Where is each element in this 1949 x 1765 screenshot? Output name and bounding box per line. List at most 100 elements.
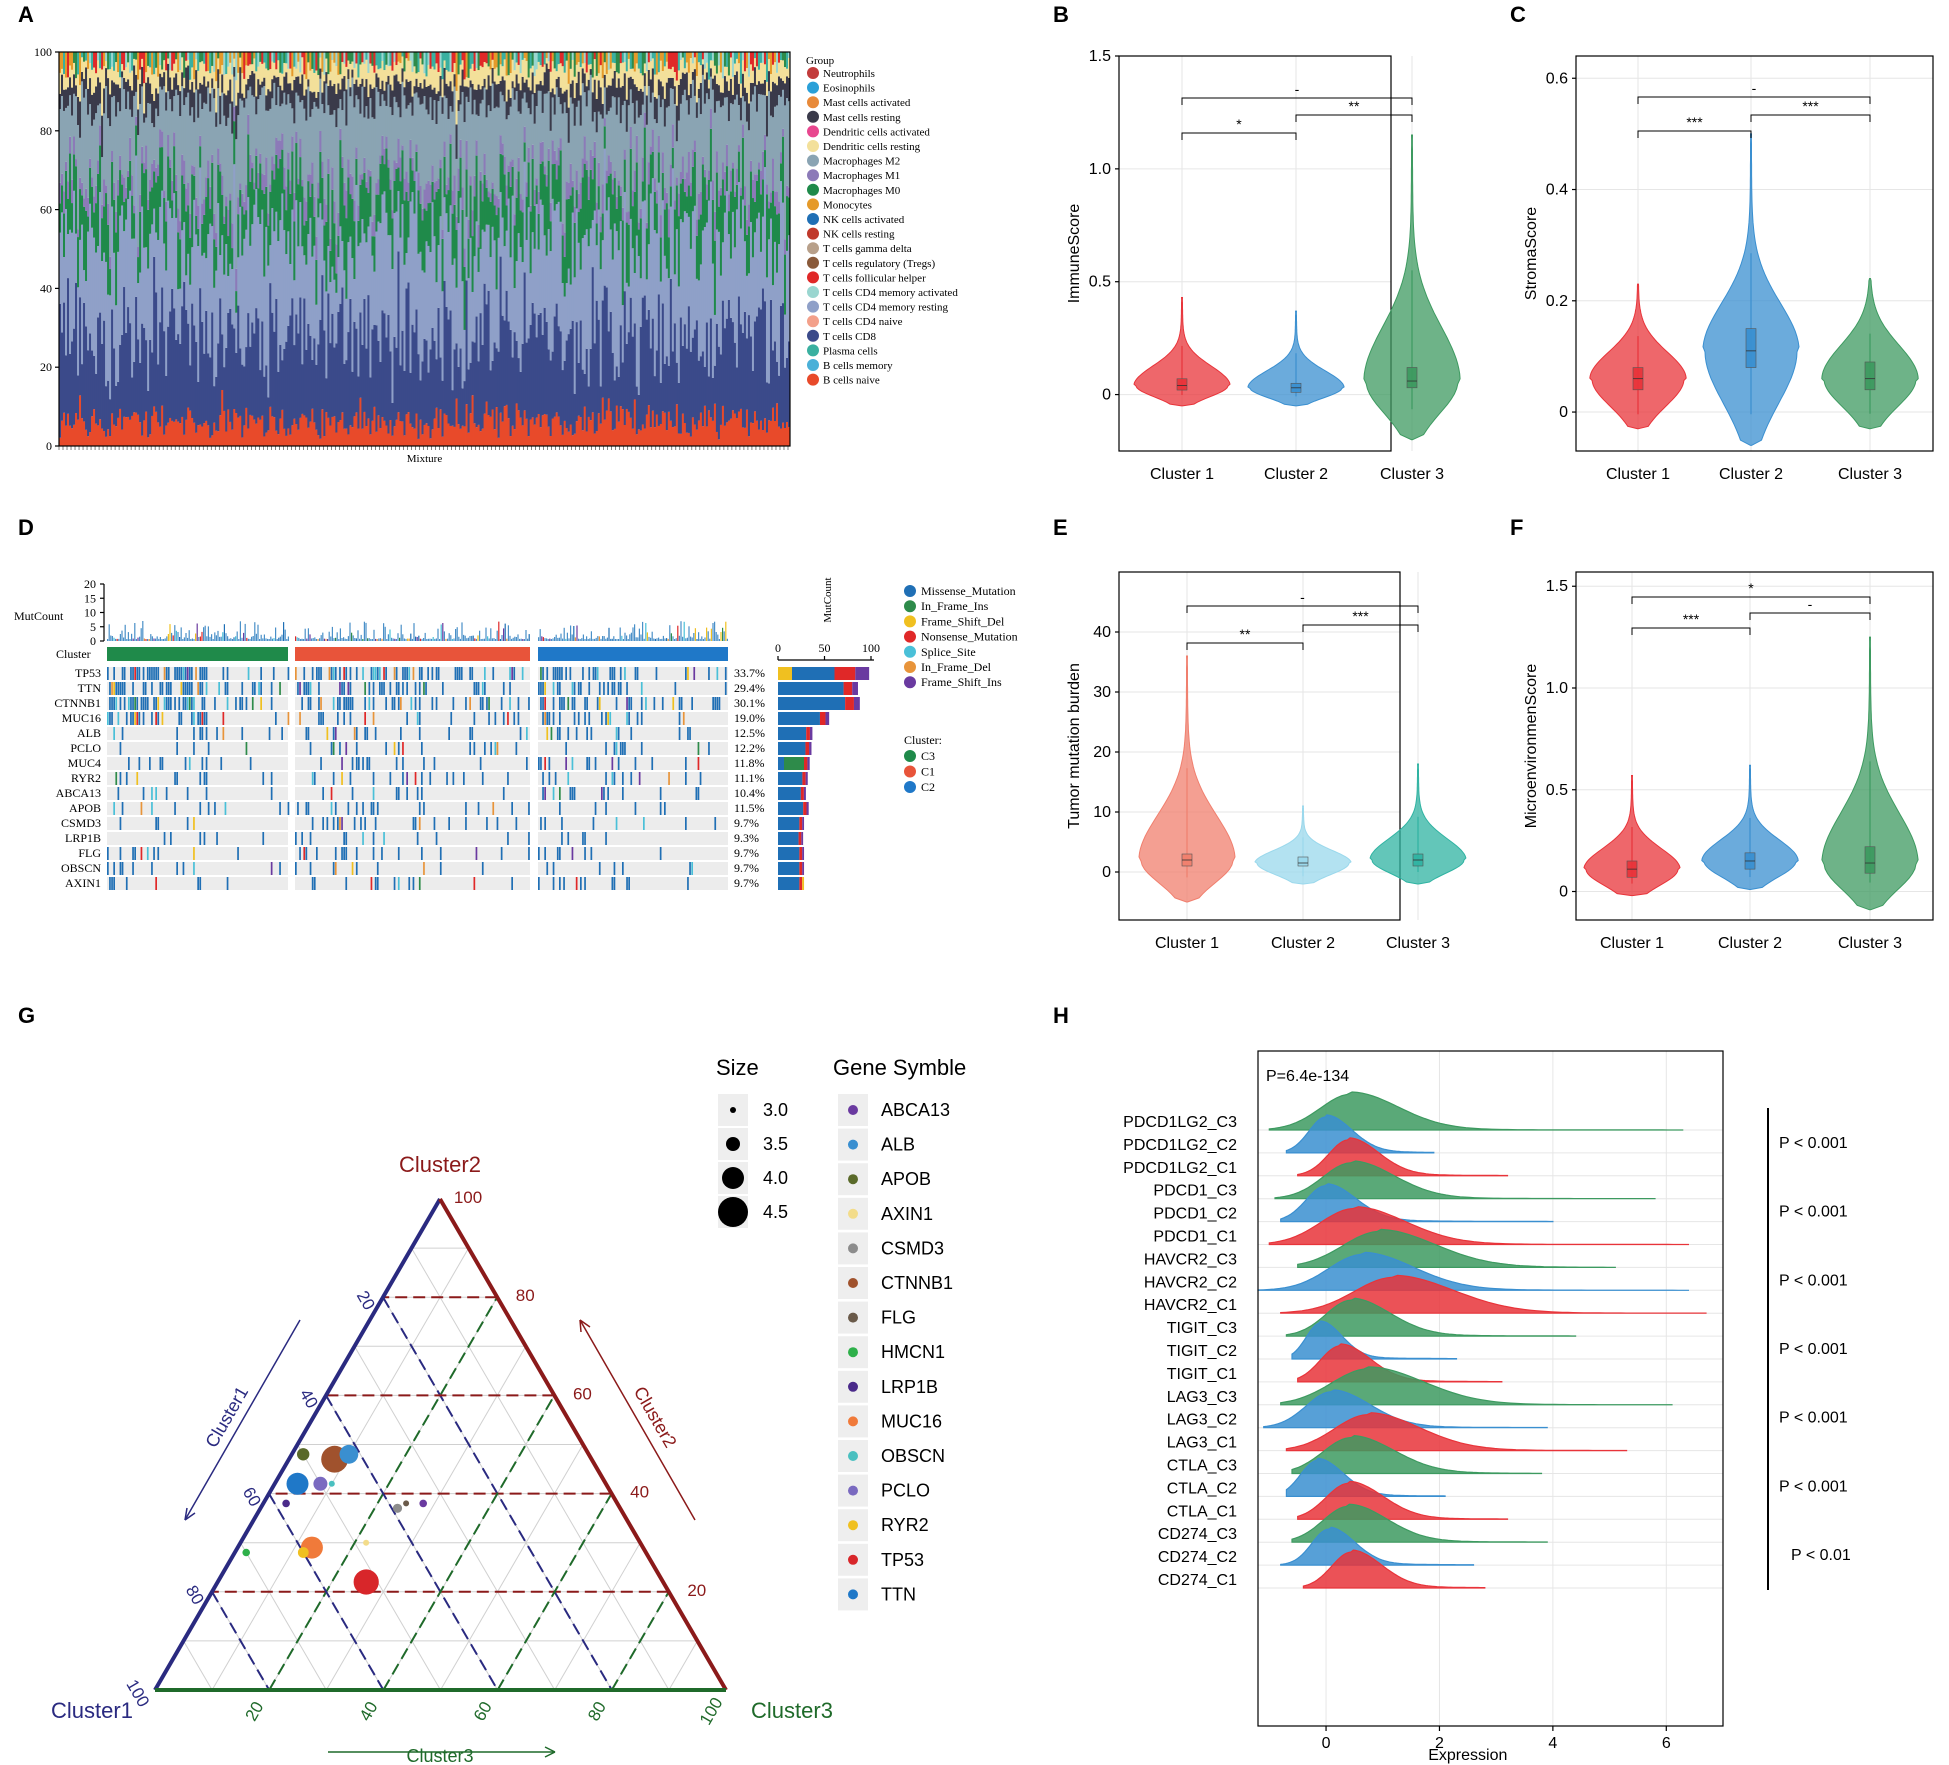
mutation-cell <box>372 832 375 845</box>
bar-segment <box>527 52 531 78</box>
mutcount-bar <box>448 633 450 641</box>
bar-segment <box>105 185 108 194</box>
bar-segment <box>71 341 74 429</box>
mutcount-bar <box>166 636 168 641</box>
bar-segment <box>719 92 723 108</box>
bar-segment <box>587 79 591 91</box>
bar-segment <box>287 83 290 95</box>
mutation-cell <box>423 682 425 695</box>
oncoplot-background <box>538 772 728 785</box>
mutcount-bar <box>504 623 506 641</box>
mutcount-bar <box>371 639 373 641</box>
bar-segment <box>165 201 168 222</box>
mutation-cell <box>307 682 310 695</box>
bar-segment <box>781 303 785 423</box>
bar-segment <box>393 75 396 97</box>
bar-segment <box>583 234 587 374</box>
mutation-cell <box>151 802 153 815</box>
bar-segment <box>455 52 458 91</box>
bar-segment <box>357 86 360 100</box>
bar-segment <box>275 69 278 78</box>
mutation-cell <box>374 667 377 680</box>
bar-segment <box>475 316 478 428</box>
gene-percent: 9.3% <box>734 831 759 845</box>
bar-segment <box>565 60 569 90</box>
bar-segment <box>513 87 517 100</box>
bar-segment <box>427 85 430 115</box>
bar-segment <box>227 90 230 118</box>
mutation-cell <box>132 682 134 695</box>
mutcount-bar <box>726 638 728 641</box>
mutation-cell <box>393 697 396 710</box>
mutation-cell <box>111 697 113 710</box>
mutcount-bar <box>199 636 201 641</box>
mutcount-bar <box>127 632 129 641</box>
bar-segment <box>511 425 515 446</box>
mutation-cells <box>113 727 691 740</box>
bar-segment <box>515 91 519 179</box>
bar-segment <box>407 52 410 61</box>
bar-segment <box>507 321 511 419</box>
mutcount-bar <box>706 627 708 641</box>
bar-segment <box>355 79 358 96</box>
bar-segment <box>629 126 633 149</box>
bar-segment <box>79 239 82 298</box>
bar-segment <box>355 95 358 148</box>
bar-segment <box>107 294 110 381</box>
bar-segment <box>419 186 422 204</box>
summary-bar-segment <box>803 787 806 800</box>
mutation-cell <box>437 667 440 680</box>
bar-segment <box>397 61 400 82</box>
bar-segment <box>755 316 759 421</box>
mutation-cell <box>299 847 301 860</box>
bar-segment <box>139 103 142 195</box>
bar-segment <box>157 76 160 94</box>
bar-segment <box>147 65 150 78</box>
bar-segment <box>319 68 322 79</box>
bar-segment <box>695 52 699 76</box>
mutation-cell <box>355 742 358 755</box>
bar-segment <box>289 103 292 181</box>
bar-segment <box>219 95 222 125</box>
bar-segment <box>785 76 789 99</box>
mutation-cell <box>201 712 204 725</box>
bar-segment <box>317 182 320 199</box>
bar-segment <box>733 191 737 197</box>
bar-segment <box>141 206 144 324</box>
mutation-cell <box>161 712 164 725</box>
bar-segment <box>123 177 126 202</box>
bar-segment <box>145 82 148 118</box>
bar-segment <box>733 63 737 76</box>
bar-segment <box>771 190 775 286</box>
bar-segment <box>761 62 765 84</box>
bar-segment <box>333 83 336 111</box>
bar-segment <box>701 351 705 427</box>
mutation-cell <box>347 802 350 815</box>
bar-segment <box>595 245 599 301</box>
bar-segment <box>745 52 749 69</box>
bar-segment <box>123 89 126 178</box>
oncoplot-background <box>107 742 288 755</box>
mutation-cell <box>469 697 471 710</box>
mutcount-bar <box>520 638 522 641</box>
bar-segment <box>155 167 158 183</box>
panel-label-b: B <box>1053 2 1069 27</box>
oncoplot-background <box>295 817 530 830</box>
bar-segment <box>649 193 653 349</box>
bar-segment <box>417 97 420 173</box>
bar-segment <box>569 163 573 196</box>
legend-label: Mast cells resting <box>823 112 901 124</box>
bar-segment <box>685 72 689 101</box>
oncoplot-background <box>295 787 530 800</box>
bar-segment <box>249 245 252 347</box>
bar-segment <box>591 52 595 78</box>
mutcount-bar <box>336 632 338 641</box>
bar-segment <box>465 280 468 405</box>
mutcount-bar <box>714 621 716 641</box>
mutation-cell <box>178 667 181 680</box>
bar-segment <box>767 201 771 209</box>
bar-segment <box>411 192 414 325</box>
bar-segment <box>731 52 735 77</box>
mutation-cell <box>613 877 616 890</box>
bar-segment <box>67 105 70 182</box>
